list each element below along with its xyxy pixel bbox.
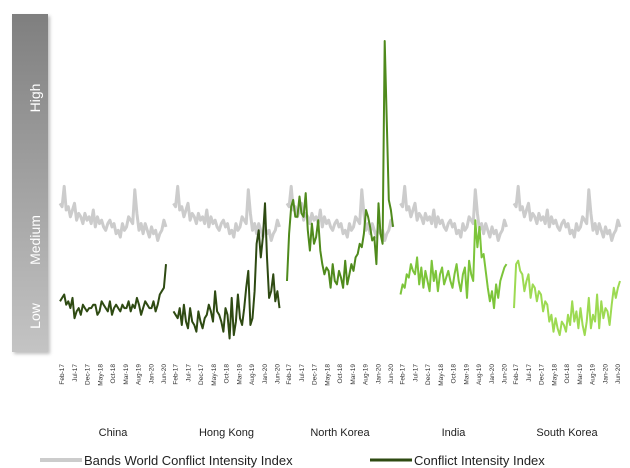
world-index-line-north-korea — [285, 184, 395, 242]
x-tick-label: Dec-17 — [85, 364, 92, 385]
x-tick-label: Jul-17 — [299, 364, 306, 382]
conflict-index-line-hong-kong — [172, 202, 281, 340]
x-tick-label: Oct-18 — [451, 364, 458, 384]
world-index-line-hong-kong — [172, 184, 281, 242]
conflict-index-line-south-korea — [513, 259, 621, 337]
x-tick-label: May-18 — [211, 364, 218, 386]
x-tick-label: Mar-19 — [577, 364, 584, 385]
band-label-low: Low — [27, 302, 43, 329]
conflict-index-line-north-korea — [286, 40, 394, 289]
group-label-hong-kong: Hong Kong — [199, 427, 254, 439]
x-tick-label: May-18 — [438, 364, 445, 386]
x-tick-label: Jan-20 — [148, 364, 155, 384]
intensity-band-background — [12, 14, 48, 352]
x-tick-label: Jul-17 — [526, 364, 533, 382]
legend-label-conflict: Conflict Intensity Index — [414, 453, 545, 468]
conflict-index-line-india — [399, 219, 508, 310]
group-label-india: India — [442, 427, 467, 439]
x-tick-label: Dec-17 — [312, 364, 319, 385]
x-tick-label: Jun-20 — [388, 364, 395, 384]
x-tick-label: Jul-17 — [72, 364, 79, 382]
x-tick-label: Aug-19 — [136, 364, 143, 385]
x-tick-label: Jan-20 — [602, 364, 609, 384]
x-axis-ticks: Feb-17 Jul-17 Dec-17 May-18 Oct-18 Mar-19 Aug-… — [59, 364, 622, 386]
x-tick-label: Feb-17 — [59, 364, 66, 385]
intensity-band-bar: High Medium Low — [12, 14, 48, 352]
legend: Bands World Conflict Intensity Index Con… — [40, 453, 545, 468]
legend-label-world: Bands World Conflict Intensity Index — [84, 453, 293, 468]
x-tick-label: Dec-17 — [198, 364, 205, 385]
x-tick-label: Jun-20 — [161, 364, 168, 384]
group-label-china: China — [99, 427, 129, 439]
conflict-index-line-china — [59, 264, 167, 320]
x-tick-label: Jun-20 — [615, 364, 622, 384]
x-tick-label: Oct-18 — [337, 364, 344, 384]
x-tick-label: Oct-18 — [564, 364, 571, 384]
x-tick-label: Mar-19 — [236, 364, 243, 385]
x-tick-label: Jan-20 — [489, 364, 496, 384]
x-tick-label: May-18 — [97, 364, 104, 386]
x-tick-label: Mar-19 — [123, 364, 130, 385]
x-tick-label: May-18 — [324, 364, 331, 386]
x-tick-label: May-18 — [551, 364, 558, 386]
x-tick-label: Oct-18 — [110, 364, 117, 384]
x-tick-label: Aug-19 — [249, 364, 256, 385]
x-tick-label: Jan-20 — [375, 364, 382, 384]
world-index-line-india — [399, 184, 508, 242]
world-index-line-china — [58, 184, 168, 242]
x-tick-label: Jul-17 — [185, 364, 192, 382]
world-index-line-south-korea — [512, 184, 622, 242]
band-label-high: High — [27, 84, 43, 113]
country-group-labels: China Hong Kong North Korea India South Kore… — [99, 427, 599, 439]
group-label-south-korea: South Korea — [536, 427, 598, 439]
x-tick-label: Aug-19 — [590, 364, 597, 385]
x-tick-label: Jan-20 — [262, 364, 269, 384]
x-tick-label: Oct-18 — [224, 364, 231, 384]
x-tick-label: Feb-17 — [286, 364, 293, 385]
x-tick-label: Dec-17 — [539, 364, 546, 385]
x-tick-label: Mar-19 — [350, 364, 357, 385]
x-tick-label: Aug-19 — [363, 364, 370, 385]
x-tick-label: Jun-20 — [275, 364, 282, 384]
x-tick-label: Jun-20 — [502, 364, 509, 384]
world-index-lines — [58, 184, 622, 242]
group-label-north-korea: North Korea — [310, 427, 370, 439]
band-label-medium: Medium — [27, 215, 43, 265]
x-tick-label: Feb-17 — [513, 364, 520, 385]
x-tick-label: Mar-19 — [463, 364, 470, 385]
x-tick-label: Aug-19 — [476, 364, 483, 385]
x-tick-label: Feb-17 — [173, 364, 180, 385]
country-index-lines — [59, 40, 621, 340]
x-tick-label: Feb-17 — [400, 364, 407, 385]
x-tick-label: Jul-17 — [412, 364, 419, 382]
x-tick-label: Dec-17 — [425, 364, 432, 385]
